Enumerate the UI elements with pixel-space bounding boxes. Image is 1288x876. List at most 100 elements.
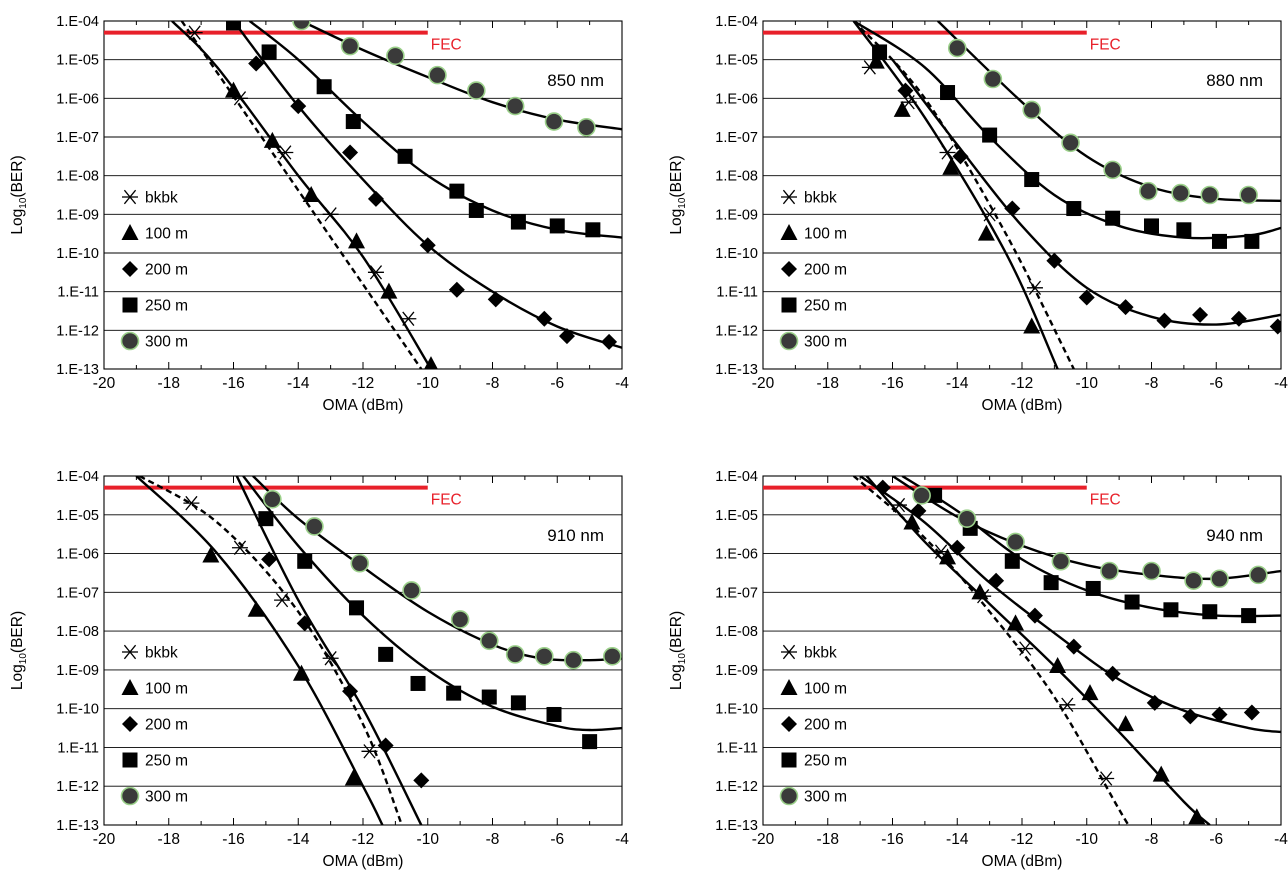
legend-marker-circle (779, 331, 799, 351)
data-point-diamond (949, 539, 966, 556)
legend-label: bkbk (145, 190, 178, 207)
x-tick-label: -4 (615, 375, 629, 392)
data-point-asterisk (981, 207, 998, 222)
legend-item: bkbk (122, 645, 178, 662)
y-tick-label: 1.E-04 (56, 14, 99, 30)
x-tick-label: -14 (946, 831, 969, 848)
legend-label: 300 m (804, 789, 847, 806)
data-point-diamond (1117, 299, 1134, 316)
y-tick-label: 1.E-05 (715, 53, 758, 69)
y-tick-label: 1.E-09 (56, 207, 99, 223)
data-point-square (1144, 218, 1159, 234)
x-tick-label: -10 (417, 831, 440, 848)
legend-item: 200 m (122, 261, 188, 279)
data-point-square (510, 695, 526, 711)
y-tick-label: 1.E-05 (56, 508, 99, 524)
legend-marker-asterisk (122, 644, 138, 660)
data-point-square (872, 44, 888, 60)
y-tick-label: 1.E-09 (715, 663, 758, 679)
data-point-circle (1184, 571, 1203, 591)
data-point-square (546, 706, 562, 722)
data-point-diamond (367, 190, 384, 207)
legend-item: 300 m (779, 786, 847, 806)
legend-label: 100 m (145, 226, 188, 243)
data-point-circle (912, 486, 931, 505)
data-point-circle (1022, 100, 1042, 120)
data-point-asterisk (890, 497, 907, 513)
data-point-circle (534, 647, 554, 666)
y-tick-label: 1.E-10 (56, 246, 99, 262)
x-tick-label: -16 (881, 831, 903, 848)
data-point-asterisk (1098, 771, 1115, 786)
data-point-asterisk (322, 207, 339, 222)
legend-marker-square (122, 297, 138, 313)
x-tick-label: -4 (1274, 375, 1288, 392)
data-point-circle (505, 645, 525, 664)
x-tick-label: -6 (1209, 831, 1223, 848)
data-point-diamond (377, 737, 394, 754)
legend-marker-diamond (781, 716, 797, 732)
fit-curve-bkbk-dashed (852, 476, 1130, 825)
legend-marker-diamond (781, 261, 797, 277)
data-point-circle (983, 69, 1003, 89)
data-point-circle (428, 65, 447, 85)
legend-marker-diamond (122, 261, 138, 277)
legend-item: 300 m (779, 331, 847, 351)
x-tick-label: -12 (1011, 375, 1033, 392)
data-point-square (446, 685, 462, 701)
legend-item: 100 m (121, 224, 188, 243)
data-point-circle (263, 489, 282, 509)
data-point-square (226, 21, 241, 31)
legend-item: 100 m (780, 679, 847, 698)
data-point-diamond (601, 333, 618, 350)
legend-marker-asterisk (122, 189, 138, 205)
chart-panel-1: 1.E-13 1.E-12 1.E-11 1.E-10 1.E-09 1.E-08 1.E-… (9, 14, 629, 414)
legend-label: 100 m (145, 681, 188, 698)
x-tick-label: -6 (550, 831, 564, 848)
chart-panel-2: 1.E-13 1.E-12 1.E-11 1.E-10 1.E-09 1.E-08 1.E-… (668, 14, 1288, 414)
data-point-circle (1171, 183, 1190, 203)
data-point-triangle (424, 356, 438, 369)
data-point-square (1085, 580, 1101, 596)
y-tick-label: 1.E-10 (715, 702, 758, 718)
y-tick-label: 1.E-12 (715, 779, 758, 795)
y-tick-label: 1.E-11 (57, 285, 99, 301)
data-point-circle (1006, 532, 1025, 552)
legend-item: bkbk (781, 190, 837, 207)
data-point-diamond (1243, 704, 1260, 721)
wavelength-label: 850 nm (547, 71, 604, 90)
data-point-asterisk (231, 540, 248, 555)
data-point-diamond (448, 281, 465, 298)
data-point-square (1176, 222, 1192, 238)
data-point-triangle (867, 52, 885, 69)
y-axis-label: Log10(BER) (9, 611, 29, 690)
x-tick-label: -16 (881, 375, 903, 392)
legend-item: 250 m (781, 752, 847, 770)
data-point-diamond (1078, 289, 1095, 306)
data-point-diamond (910, 502, 927, 519)
y-tick-label: 1.E-06 (715, 547, 758, 563)
x-tick-label: -18 (817, 831, 839, 848)
y-tick-label: 1.E-07 (56, 130, 99, 146)
data-point-circle (292, 21, 311, 31)
data-point-diamond (1269, 318, 1281, 335)
data-point-diamond (296, 615, 313, 632)
data-point-triangle (263, 131, 281, 148)
data-point-square (582, 734, 598, 750)
y-tick-label: 1.E-06 (715, 91, 758, 107)
data-point-circle (1142, 561, 1161, 581)
x-tick-label: -10 (417, 375, 440, 392)
data-point-circle (1103, 160, 1122, 180)
data-point-triangle (225, 81, 242, 98)
data-point-triangle (1023, 317, 1041, 334)
data-point-square (1163, 602, 1179, 618)
data-point-circle (1051, 552, 1071, 571)
data-point-circle (957, 509, 977, 528)
data-point-circle (386, 46, 405, 66)
x-tick-label: -20 (752, 831, 775, 848)
legend-item: bkbk (781, 645, 837, 662)
data-point-diamond (1065, 638, 1082, 655)
data-point-square (1004, 553, 1020, 569)
data-point-circle (1210, 569, 1229, 589)
y-axis-label: Log10(BER) (668, 611, 688, 690)
